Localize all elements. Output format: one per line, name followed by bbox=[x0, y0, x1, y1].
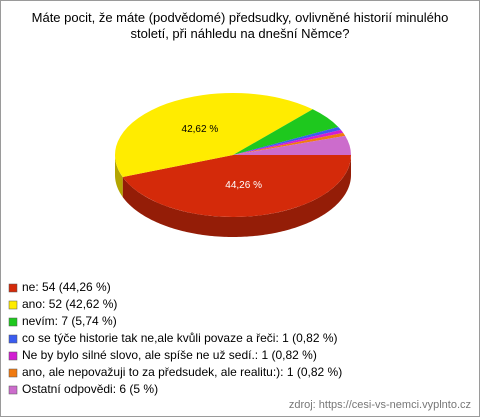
slice bbox=[233, 127, 341, 155]
legend-swatch bbox=[8, 300, 18, 310]
legend-swatch bbox=[8, 385, 18, 395]
legend-swatch bbox=[8, 368, 18, 378]
slice bbox=[233, 109, 339, 155]
legend-swatch bbox=[8, 283, 18, 293]
value-label: 44,26 % bbox=[225, 180, 262, 191]
slice bbox=[233, 135, 351, 155]
slice bbox=[122, 155, 351, 217]
legend-label: Ostatní odpovědi: 6 (5 %) bbox=[22, 382, 158, 396]
slice bbox=[115, 93, 313, 178]
legend-swatch bbox=[8, 334, 18, 344]
slice bbox=[233, 132, 346, 155]
legend-label: nevím: 7 (5,74 %) bbox=[22, 314, 117, 328]
legend-label: ne: 54 (44,26 %) bbox=[22, 280, 111, 294]
value-label: 42,62 % bbox=[182, 124, 219, 135]
slice-side bbox=[122, 155, 351, 237]
legend-label: co se týče historie tak ne,ale kvůli pov… bbox=[22, 331, 338, 345]
slice bbox=[233, 129, 344, 155]
chart-title: Máte pocit, že máte (podvědomé) předsudk… bbox=[31, 10, 449, 41]
legend-swatch bbox=[8, 317, 18, 327]
legend-swatch bbox=[8, 351, 18, 361]
legend-label: Ne by bylo silné slovo, ale spíše ne už … bbox=[22, 348, 317, 362]
legend-label: ano: 52 (42,62 %) bbox=[22, 297, 117, 311]
slice-side bbox=[115, 155, 123, 198]
legend-label: ano, ale nepovažuji to za předsudek, ale… bbox=[22, 365, 342, 379]
source: zdroj: https://cesi-vs-nemci.vyplnto.cz bbox=[289, 399, 471, 411]
